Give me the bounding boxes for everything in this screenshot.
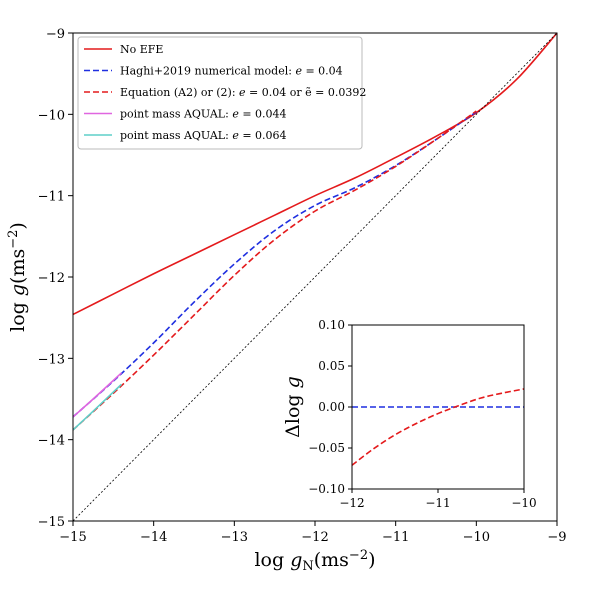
legend: No EFE Haghi+2019 numerical model: e = 0.…	[77, 36, 366, 150]
x-tick-label: −10	[463, 530, 490, 545]
inset-plot: −12 −11 −10 −0.10 −0.05 0.00 0.05 0.10 Δlog g	[282, 318, 537, 510]
x-tick-label: −15	[59, 530, 86, 545]
legend-label-2: Equation (A2) or (2): e = 0.04 or ẽ = 0.…	[120, 86, 366, 99]
legend-label-4: point mass AQUAL: e = 0.064	[120, 129, 287, 142]
x-tick-label: −9	[547, 530, 566, 545]
legend-label-0: No EFE	[120, 43, 163, 56]
x-tick-label: −14	[140, 530, 167, 545]
inset-x-tick-label: −11	[425, 496, 450, 510]
inset-x-tick-label: −10	[511, 496, 536, 510]
inset-y-tick-label: 0.10	[318, 318, 345, 332]
y-tick-label: −14	[38, 434, 65, 449]
main-plot: −15 −14 −13 −12 −11 −10 −9 −15 −14 −13 −12 −11 −10 −9…	[6, 27, 567, 574]
series-line-5	[72, 32, 558, 522]
x-tick-label: −12	[301, 530, 328, 545]
y-tick-label: −12	[38, 271, 65, 286]
y-tick-label: −13	[38, 352, 65, 367]
y-tick-label: −9	[46, 27, 65, 42]
inset-axes-frame	[351, 324, 525, 490]
series-line-2	[72, 110, 477, 431]
inset-y-tick-label: −0.10	[308, 482, 345, 496]
inset-y-tick-label: −0.05	[308, 441, 345, 455]
x-tick-label: −11	[382, 530, 409, 545]
y-tick-label: −10	[38, 108, 65, 123]
y-axis-label: log g(ms−2)	[6, 222, 29, 332]
main-axes-frame	[72, 32, 558, 522]
inset-series-line-1	[351, 388, 525, 466]
y-tick-label: −11	[38, 190, 65, 205]
x-tick-label: −13	[221, 530, 248, 545]
legend-frame	[77, 36, 363, 150]
inset-x-tick-label: −12	[339, 496, 364, 510]
inset-y-tick-label: 0.05	[318, 359, 345, 373]
inset-y-tick-label: 0.00	[318, 400, 345, 414]
x-axis-label: log gN(ms−2)	[254, 548, 375, 574]
series-line-4	[72, 383, 122, 431]
legend-label-1: Haghi+2019 numerical model: e = 0.04	[120, 65, 343, 78]
series-line-3	[72, 372, 122, 418]
legend-label-3: point mass AQUAL: e = 0.044	[120, 108, 287, 121]
inset-y-axis-label: Δlog g	[282, 376, 304, 438]
y-tick-label: −15	[38, 515, 65, 530]
